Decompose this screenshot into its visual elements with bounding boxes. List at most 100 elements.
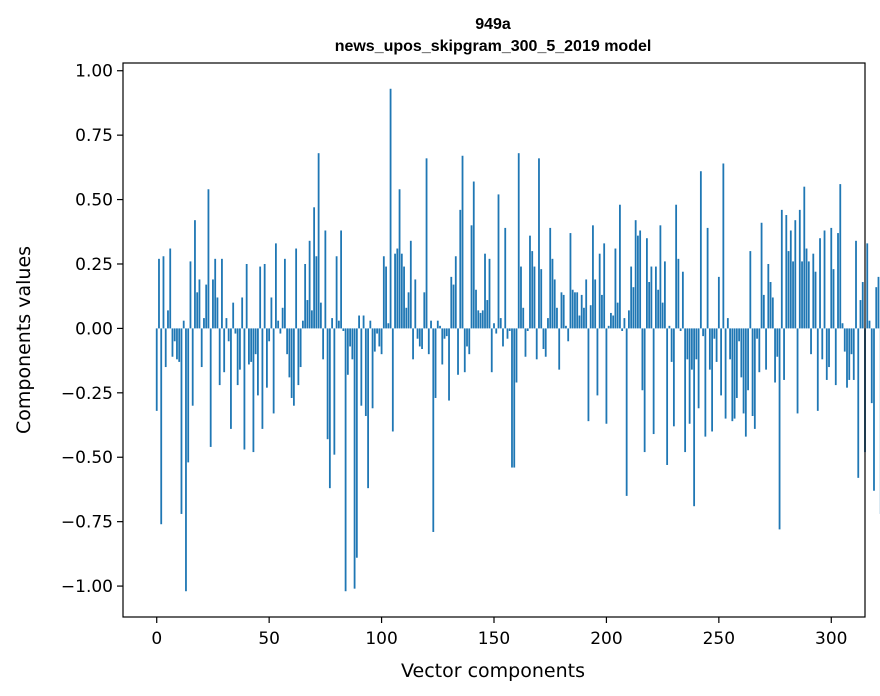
bar-component-219 <box>648 282 651 329</box>
bar-component-131 <box>450 276 453 329</box>
bar-component-74 <box>322 328 325 360</box>
bar-component-228 <box>668 325 671 329</box>
bar-component-53 <box>275 243 277 329</box>
bar-component-4 <box>164 328 167 368</box>
bar-component-210 <box>628 310 630 329</box>
bar-component-191 <box>585 279 588 329</box>
bar-component-311 <box>855 240 857 329</box>
bar-component-0 <box>155 328 158 411</box>
bar-component-55 <box>279 328 282 334</box>
bar-component-28 <box>218 328 221 386</box>
bar-component-280 <box>785 215 788 329</box>
bar-component-86 <box>349 328 351 347</box>
bar-component-138 <box>466 328 468 347</box>
bar-component-65 <box>301 320 304 329</box>
bar-component-188 <box>578 315 581 329</box>
bar-component-288 <box>803 186 806 329</box>
bar-component-224 <box>659 225 662 329</box>
bar-component-87 <box>351 328 354 360</box>
y-tick-label: 0.00 <box>75 319 113 339</box>
bar-component-267 <box>756 328 758 339</box>
bar-component-223 <box>657 289 660 329</box>
bar-component-46 <box>259 266 262 329</box>
y-axis-label: Components values <box>13 246 35 434</box>
bar-component-143 <box>477 310 480 329</box>
bar-component-273 <box>769 282 772 329</box>
bar-component-305 <box>841 323 844 329</box>
bar-component-251 <box>720 328 722 396</box>
bar-component-77 <box>328 328 331 489</box>
bar-component-309 <box>850 328 853 355</box>
bar-component-248 <box>713 328 716 339</box>
bar-component-145 <box>481 310 484 329</box>
bar-component-70 <box>313 207 316 329</box>
bar-component-93 <box>364 328 367 417</box>
chart-subtitle: news_upos_skipgram_300_5_2019 model <box>335 38 652 55</box>
bar-component-213 <box>634 220 637 329</box>
bar-component-20 <box>200 328 203 368</box>
bar-component-96 <box>371 328 374 409</box>
y-tick-label: 0.75 <box>75 126 113 146</box>
bar-component-80 <box>335 256 338 329</box>
bar-component-253 <box>724 328 727 419</box>
bar-component-230 <box>672 328 675 427</box>
bar-component-3 <box>162 256 165 329</box>
bar-component-314 <box>861 282 864 329</box>
plot-frame <box>122 62 866 618</box>
bar-component-189 <box>580 294 583 329</box>
bar-component-129 <box>445 328 448 337</box>
bar-component-312 <box>857 328 860 478</box>
bar-component-185 <box>571 289 574 329</box>
bar-component-69 <box>310 310 313 329</box>
bar-component-158 <box>511 328 513 468</box>
bar-component-152 <box>497 194 500 329</box>
bar-component-148 <box>488 258 491 329</box>
bar-component-195 <box>594 279 597 329</box>
bar-component-123 <box>432 328 435 532</box>
bar-component-1 <box>158 258 160 329</box>
bar-component-247 <box>711 328 713 432</box>
bar-component-120 <box>425 158 428 329</box>
bar-component-198 <box>601 294 603 329</box>
bar-component-103 <box>387 323 390 329</box>
bar-component-182 <box>565 325 567 329</box>
bar-component-149 <box>490 328 493 373</box>
bar-component-221 <box>652 328 655 435</box>
bar-component-9 <box>176 328 178 360</box>
bar-component-239 <box>693 328 696 507</box>
bar-component-292 <box>812 253 815 329</box>
bar-component-202 <box>610 312 612 329</box>
bar-component-258 <box>735 328 738 398</box>
bar-component-108 <box>398 189 401 329</box>
bar-component-7 <box>171 328 174 357</box>
bar-component-290 <box>807 261 810 329</box>
bar-component-186 <box>574 292 576 329</box>
bar-component-150 <box>493 323 495 329</box>
bar-component-264 <box>749 251 752 329</box>
bar-component-42 <box>250 328 253 362</box>
bar-component-5 <box>167 310 169 329</box>
bar-component-64 <box>299 328 302 368</box>
bar-component-266 <box>753 328 756 429</box>
bar-component-14 <box>187 328 190 463</box>
bar-component-242 <box>699 171 702 329</box>
bar-component-212 <box>632 287 635 329</box>
bar-component-84 <box>344 328 347 592</box>
bar-component-110 <box>403 266 405 329</box>
bar-component-180 <box>560 292 563 329</box>
bar-component-215 <box>639 230 642 329</box>
bar-component-40 <box>245 263 248 329</box>
bar-component-91 <box>360 328 363 406</box>
bar-component-23 <box>207 189 210 329</box>
bar-component-156 <box>506 328 509 339</box>
bar-component-8 <box>173 328 176 342</box>
bar-component-44 <box>254 328 257 355</box>
bar-component-83 <box>342 328 345 331</box>
bar-component-15 <box>189 261 192 329</box>
bar-component-49 <box>266 328 268 388</box>
bar-component-244 <box>704 328 707 437</box>
bar-component-307 <box>846 328 848 388</box>
bar-component-304 <box>839 184 842 329</box>
bar-component-114 <box>412 328 414 360</box>
